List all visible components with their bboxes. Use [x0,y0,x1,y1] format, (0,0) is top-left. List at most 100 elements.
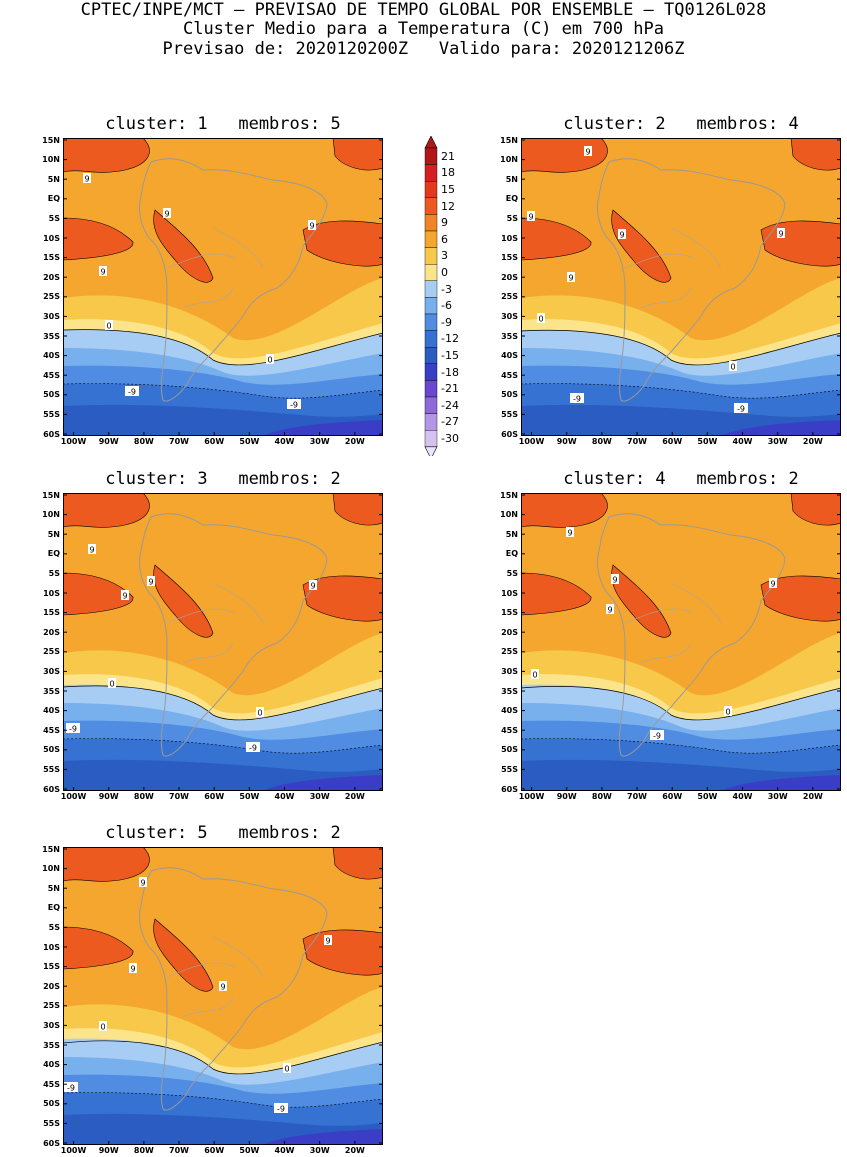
colorbar-swatch [424,214,438,232]
lat-tick-label: 20S [43,981,60,991]
svg-text:0: 0 [725,708,730,717]
lat-tick-label: 5N [47,529,60,539]
header-dates: Previsao de: 2020120200Z Valido para: 20… [162,39,685,59]
lat-tick-label: 20S [501,627,518,637]
colorbar-label: -21 [441,382,459,396]
lon-tick-label: 80W [133,1146,154,1155]
svg-text:-9: -9 [277,1105,285,1114]
lon-tick-label: 100W [518,792,545,801]
contour-label: -9 [125,386,139,397]
colorbar-label: 18 [441,166,455,180]
lat-tick-label: 35S [501,686,518,696]
svg-text:0: 0 [538,315,543,324]
lat-tick-label: 15S [43,253,60,263]
lon-tick-label: 80W [591,437,612,446]
contour-label: 0 [724,706,732,717]
svg-text:-9: -9 [249,744,257,753]
lon-tick-label: 50W [239,1146,260,1155]
lat-tick-label: 5S [48,922,60,932]
lon-tick-label: 80W [133,437,154,446]
contour-label: 0 [283,1063,291,1074]
contour-label: 9 [309,580,317,591]
svg-text:-9: -9 [69,725,77,734]
svg-text:0: 0 [284,1065,289,1074]
colorbar-swatch [424,197,438,215]
lon-tick-label: 100W [60,792,87,801]
contour-label: -9 [287,399,301,410]
lon-tick-label: 20W [344,437,365,446]
contour-label: -9 [570,393,584,404]
svg-text:-9: -9 [737,405,745,414]
lat-tick-label: 40S [43,351,60,361]
svg-text:9: 9 [130,965,135,974]
lon-tick-label: 60W [204,437,225,446]
contour-label: 0 [729,361,737,372]
lon-tick-label: 90W [556,437,577,446]
lat-tick-label: 25S [501,647,518,657]
lon-tick-label: 40W [274,437,295,446]
contour-label: 9 [121,590,129,601]
contour-label: 9 [618,229,626,240]
lat-tick-label: 10N [42,864,60,874]
svg-text:9: 9 [309,222,314,231]
contour-label: 9 [777,228,785,239]
svg-text:9: 9 [567,529,572,538]
svg-text:9: 9 [778,230,783,239]
colorbar-label: -6 [441,299,452,313]
colorbar-label: -18 [441,365,459,379]
lat-tick-label: 35S [501,331,518,341]
lat-tick-label: 10N [500,510,518,520]
svg-text:-9: -9 [653,732,661,741]
colorbar-swatch [424,247,438,265]
contour-label: 9 [606,604,614,615]
svg-text:9: 9 [770,580,775,589]
colorbar-swatch [424,297,438,315]
lat-tick-label: 40S [501,706,518,716]
lat-tick-label: 10S [43,942,60,952]
cluster-map-5: 9 9 9 9 0 0 -9 -9 [63,847,383,1145]
contour-label: 0 [105,320,113,331]
lat-tick-label: EQ [505,194,518,204]
svg-text:9: 9 [612,576,617,585]
lat-tick-label: 50S [43,1099,60,1109]
lon-tick-label: 40W [732,437,753,446]
lon-tick-label: 80W [591,792,612,801]
lon-tick-label: 70W [169,1146,190,1155]
colorbar-swatch [424,380,438,398]
lon-tick-label: 30W [767,437,788,446]
contour-label: 9 [566,527,574,538]
lon-tick-label: 40W [274,1146,295,1155]
lat-tick-label: 40S [501,351,518,361]
lat-tick-label: 45S [501,370,518,380]
lat-tick-label: EQ [505,549,518,559]
colorbar-label: -24 [441,398,459,412]
colorbar-swatch [424,346,438,364]
contour-label: 9 [147,576,155,587]
svg-text:0: 0 [532,671,537,680]
lat-tick-label: 35S [43,1040,60,1050]
lat-tick-label: 10S [501,588,518,598]
lat-tick-label: 20S [501,272,518,282]
contour-label: 0 [531,669,539,680]
colorbar-swatch [424,313,438,331]
lat-tick-label: 60S [43,784,60,794]
contour-label: -9 [274,1103,288,1114]
lon-tick-label: 100W [60,437,87,446]
panel-title: cluster: 3 membros: 2 [105,469,341,489]
colorbar-label: 12 [441,199,455,213]
lon-tick-label: 50W [697,792,718,801]
colorbar-swatch [424,396,438,414]
contour-label: -9 [650,730,664,741]
colorbar-label: -9 [441,315,452,329]
contour-label: 9 [584,146,592,157]
colorbar-label: 9 [441,216,448,230]
svg-text:9: 9 [325,937,330,946]
colorbar-label: -27 [441,415,459,429]
lat-tick-label: 35S [43,686,60,696]
svg-text:9: 9 [122,592,127,601]
lon-tick-label: 50W [697,437,718,446]
lat-tick-label: 10S [501,233,518,243]
lon-tick-label: 90W [98,437,119,446]
svg-text:9: 9 [164,210,169,219]
contour-label: -9 [64,1082,78,1093]
